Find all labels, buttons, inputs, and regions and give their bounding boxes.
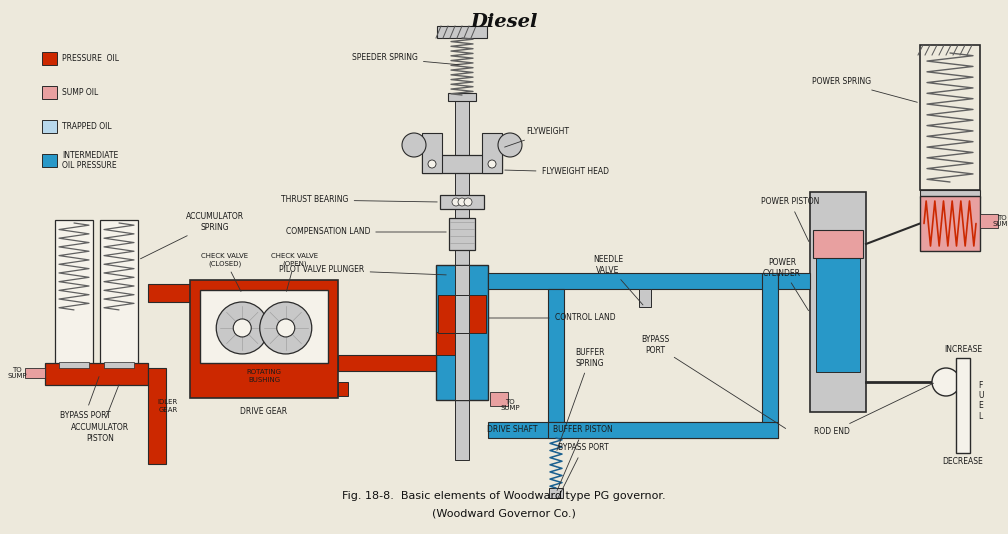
Text: CONTROL LAND: CONTROL LAND xyxy=(489,313,615,323)
Bar xyxy=(438,295,486,333)
Text: FLYWEIGHT HEAD: FLYWEIGHT HEAD xyxy=(505,168,609,177)
Text: BYPASS PORT: BYPASS PORT xyxy=(59,376,110,420)
Bar xyxy=(100,220,138,365)
Bar xyxy=(440,195,484,209)
Text: SPEEDER SPRING: SPEEDER SPRING xyxy=(352,53,460,65)
Bar xyxy=(548,289,564,422)
Text: ROD END: ROD END xyxy=(814,383,933,436)
Bar xyxy=(920,190,980,198)
Bar xyxy=(56,310,92,363)
Text: IDLER
GEAR: IDLER GEAR xyxy=(158,399,178,412)
Bar xyxy=(42,86,57,99)
Bar xyxy=(59,362,89,368)
Bar xyxy=(778,273,810,289)
Text: INTERMEDIATE
OIL PRESSURE: INTERMEDIATE OIL PRESSURE xyxy=(62,151,118,170)
Text: INCREASE: INCREASE xyxy=(943,345,982,355)
Text: DECREASE: DECREASE xyxy=(942,458,984,467)
Bar xyxy=(488,273,778,289)
Text: BYPASS
PORT: BYPASS PORT xyxy=(641,335,785,428)
Circle shape xyxy=(233,319,251,337)
Text: POWER SPRING: POWER SPRING xyxy=(812,77,917,103)
Bar xyxy=(436,332,455,355)
Text: BUFFER PISTON: BUFFER PISTON xyxy=(553,426,613,490)
Text: FLYWEIGHT: FLYWEIGHT xyxy=(505,128,570,147)
Bar xyxy=(436,265,488,400)
Bar xyxy=(810,192,866,412)
Bar xyxy=(455,100,469,460)
Bar xyxy=(42,52,57,65)
Text: Diesel: Diesel xyxy=(471,13,537,31)
Bar xyxy=(42,120,57,133)
Text: TO
SUMP: TO SUMP xyxy=(500,398,520,412)
Bar xyxy=(920,196,980,251)
Bar xyxy=(455,295,469,333)
Circle shape xyxy=(217,302,268,354)
Bar xyxy=(980,214,998,228)
Bar xyxy=(488,422,762,438)
Circle shape xyxy=(488,160,496,168)
Bar xyxy=(549,488,563,498)
Circle shape xyxy=(452,198,460,206)
Text: ROTATING
BUSHING: ROTATING BUSHING xyxy=(247,370,281,382)
Text: CHECK VALVE
(OPEN): CHECK VALVE (OPEN) xyxy=(271,253,319,292)
Text: DRIVE SHAFT: DRIVE SHAFT xyxy=(487,426,537,435)
Bar xyxy=(449,218,475,250)
Bar xyxy=(101,310,137,363)
Text: DRIVE GEAR: DRIVE GEAR xyxy=(241,406,287,415)
Bar xyxy=(455,265,469,400)
Bar xyxy=(422,133,442,173)
Bar xyxy=(422,155,502,173)
Text: SUMP OIL: SUMP OIL xyxy=(62,88,98,97)
Text: THRUST BEARING: THRUST BEARING xyxy=(281,195,437,205)
Text: COMPENSATION LAND: COMPENSATION LAND xyxy=(285,227,447,237)
Bar xyxy=(920,45,980,190)
Text: BYPASS PORT: BYPASS PORT xyxy=(557,444,608,499)
Circle shape xyxy=(498,133,522,157)
Bar xyxy=(437,26,487,38)
Text: (Woodward Governor Co.): (Woodward Governor Co.) xyxy=(432,509,576,519)
Bar xyxy=(816,232,860,372)
Text: POWER PISTON: POWER PISTON xyxy=(761,198,820,241)
Text: F
U
E
L: F U E L xyxy=(978,381,984,421)
Circle shape xyxy=(932,368,960,396)
Circle shape xyxy=(464,198,472,206)
Bar xyxy=(55,220,93,365)
Text: TO
SUMP: TO SUMP xyxy=(7,366,27,380)
Text: PILOT VALVE PLUNGER: PILOT VALVE PLUNGER xyxy=(279,265,447,275)
Bar xyxy=(190,280,338,398)
Bar xyxy=(25,368,45,378)
Circle shape xyxy=(458,198,466,206)
Text: BUFFER
SPRING: BUFFER SPRING xyxy=(557,348,605,450)
Bar xyxy=(482,133,502,173)
Text: Fig. 18-8.  Basic elements of Woodward type PG governor.: Fig. 18-8. Basic elements of Woodward ty… xyxy=(342,491,666,501)
Bar xyxy=(148,368,166,464)
Bar xyxy=(548,422,778,438)
Text: ACCUMULATOR
PISTON: ACCUMULATOR PISTON xyxy=(71,384,129,443)
Text: TO
SUMP: TO SUMP xyxy=(992,215,1008,227)
Bar xyxy=(338,355,436,371)
Text: NEEDLE
VALVE: NEEDLE VALVE xyxy=(593,255,643,305)
Bar xyxy=(762,273,778,438)
Bar xyxy=(639,289,651,307)
Bar xyxy=(490,392,508,406)
Bar xyxy=(42,154,57,167)
Circle shape xyxy=(402,133,426,157)
Bar xyxy=(200,290,328,363)
Text: ACCUMULATOR
SPRING: ACCUMULATOR SPRING xyxy=(140,213,244,259)
Circle shape xyxy=(260,302,311,354)
Bar xyxy=(488,273,506,287)
Bar xyxy=(45,363,148,385)
Text: PRESSURE  OIL: PRESSURE OIL xyxy=(62,54,119,63)
Bar xyxy=(448,93,476,101)
Bar xyxy=(104,362,134,368)
Text: TRAPPED OIL: TRAPPED OIL xyxy=(62,122,112,131)
Bar xyxy=(813,230,863,258)
Text: CHECK VALVE
(CLOSED): CHECK VALVE (CLOSED) xyxy=(202,253,249,292)
Bar xyxy=(148,284,330,302)
Bar xyxy=(956,358,970,453)
Text: POWER
CYLINDER: POWER CYLINDER xyxy=(763,258,808,311)
Bar xyxy=(338,382,348,396)
Circle shape xyxy=(428,160,436,168)
Circle shape xyxy=(277,319,294,337)
